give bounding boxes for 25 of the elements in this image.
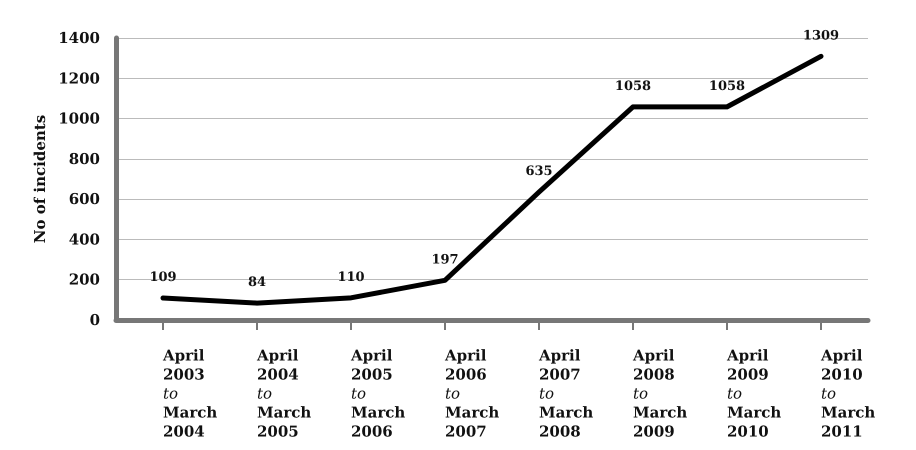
data-label: 109 bbox=[149, 270, 177, 286]
y-tick-label: 1400 bbox=[58, 29, 100, 47]
x-tick-label: April 2006 to March 2007 bbox=[444, 346, 500, 440]
y-tick-label: 1200 bbox=[58, 69, 100, 88]
y-tick-label: 200 bbox=[68, 270, 100, 289]
y-tick-label: 400 bbox=[68, 230, 100, 248]
x-tick-label: April 2005 to March 2006 bbox=[350, 346, 406, 440]
x-tick-label: April 2007 to March 2008 bbox=[538, 346, 594, 440]
data-label: 1058 bbox=[614, 78, 652, 94]
y-axis-title: No of incidents bbox=[30, 114, 49, 244]
data-label: 635 bbox=[525, 164, 553, 180]
y-tick-label: 0 bbox=[90, 311, 100, 329]
x-tick-label: April 2009 to March 2010 bbox=[726, 346, 782, 440]
x-tick-label: April 2003 to March 2004 bbox=[162, 346, 218, 440]
data-label: 84 bbox=[248, 275, 266, 290]
x-tick-label: April 2004 to March 2005 bbox=[256, 346, 312, 440]
data-label: 110 bbox=[337, 270, 365, 285]
y-tick-label: 600 bbox=[68, 190, 100, 208]
y-tick-label: 1000 bbox=[58, 110, 100, 128]
x-tick-label: April 2008 to March 2009 bbox=[632, 346, 688, 440]
y-tick-label: 800 bbox=[68, 150, 100, 168]
x-tick-label: April 2010 to March 2011 bbox=[820, 346, 876, 440]
data-label: 1309 bbox=[802, 28, 840, 44]
data-label: 1058 bbox=[708, 78, 746, 94]
data-label: 197 bbox=[431, 252, 459, 268]
